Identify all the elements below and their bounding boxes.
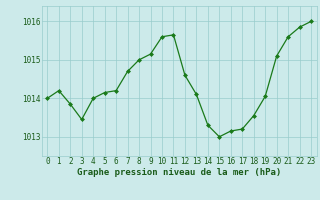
X-axis label: Graphe pression niveau de la mer (hPa): Graphe pression niveau de la mer (hPa) (77, 168, 281, 177)
